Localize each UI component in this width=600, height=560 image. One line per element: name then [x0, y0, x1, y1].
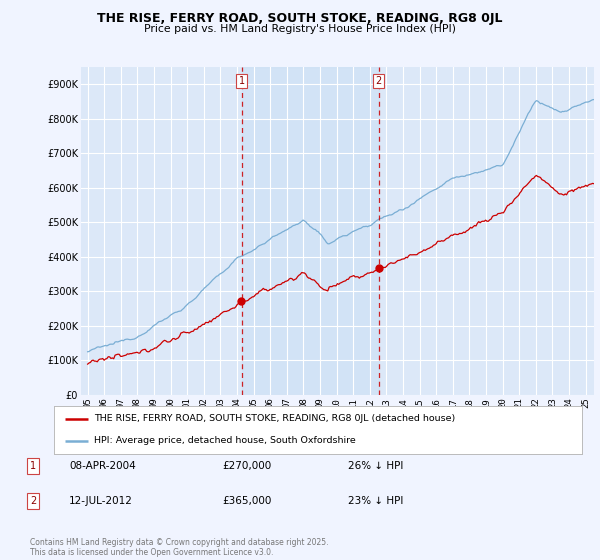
Text: Price paid vs. HM Land Registry's House Price Index (HPI): Price paid vs. HM Land Registry's House … [144, 24, 456, 34]
Text: 26% ↓ HPI: 26% ↓ HPI [348, 461, 403, 471]
Text: HPI: Average price, detached house, South Oxfordshire: HPI: Average price, detached house, Sout… [94, 436, 355, 445]
Text: 23% ↓ HPI: 23% ↓ HPI [348, 496, 403, 506]
Text: THE RISE, FERRY ROAD, SOUTH STOKE, READING, RG8 0JL (detached house): THE RISE, FERRY ROAD, SOUTH STOKE, READI… [94, 414, 455, 423]
Text: Contains HM Land Registry data © Crown copyright and database right 2025.
This d: Contains HM Land Registry data © Crown c… [30, 538, 329, 557]
Text: 2: 2 [376, 76, 382, 86]
Text: 1: 1 [238, 76, 245, 86]
Text: 2: 2 [30, 496, 36, 506]
Text: £270,000: £270,000 [222, 461, 271, 471]
Text: 1: 1 [30, 461, 36, 471]
Text: THE RISE, FERRY ROAD, SOUTH STOKE, READING, RG8 0JL: THE RISE, FERRY ROAD, SOUTH STOKE, READI… [97, 12, 503, 25]
Text: £365,000: £365,000 [222, 496, 271, 506]
Text: 12-JUL-2012: 12-JUL-2012 [69, 496, 133, 506]
Text: 08-APR-2004: 08-APR-2004 [69, 461, 136, 471]
Bar [242, 67, 379, 395]
